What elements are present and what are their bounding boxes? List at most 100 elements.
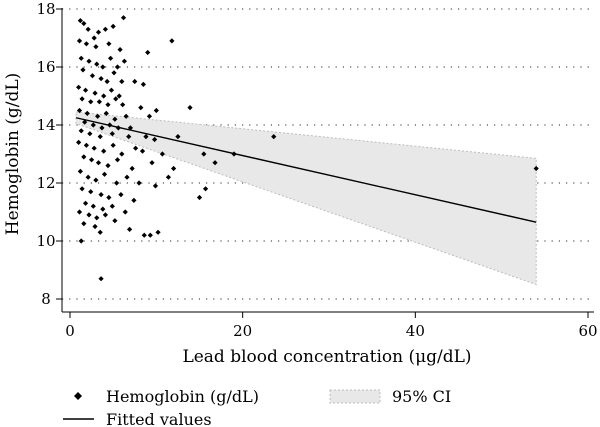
data-point bbox=[94, 215, 100, 221]
data-point bbox=[76, 38, 83, 44]
data-point bbox=[80, 67, 86, 73]
data-point bbox=[95, 160, 102, 166]
data-point bbox=[131, 197, 137, 203]
data-point bbox=[119, 151, 125, 157]
y-tick-label: 14 bbox=[36, 116, 55, 134]
data-point bbox=[110, 23, 116, 29]
data-point bbox=[122, 209, 128, 215]
y-tick-label: 10 bbox=[36, 232, 55, 250]
y-tick-label: 8 bbox=[41, 290, 51, 308]
data-point bbox=[175, 134, 181, 140]
x-tick-label: 60 bbox=[578, 322, 597, 340]
data-point bbox=[111, 70, 117, 76]
data-point bbox=[126, 134, 132, 140]
data-point bbox=[93, 44, 99, 50]
data-point bbox=[165, 174, 172, 180]
data-point bbox=[169, 38, 175, 44]
data-point bbox=[92, 223, 98, 230]
legend-swatch-ci bbox=[329, 389, 381, 404]
data-point bbox=[141, 232, 147, 238]
data-point bbox=[96, 99, 102, 105]
data-point bbox=[98, 276, 104, 282]
data-point bbox=[81, 221, 87, 227]
data-point bbox=[101, 171, 108, 177]
x-ticks: 0 20 40 60 bbox=[65, 312, 598, 340]
data-point bbox=[114, 64, 121, 70]
data-point bbox=[88, 99, 94, 105]
data-point bbox=[93, 177, 99, 183]
data-point bbox=[187, 105, 193, 111]
data-point bbox=[82, 87, 89, 93]
data-point bbox=[90, 203, 96, 209]
data-point bbox=[201, 151, 207, 157]
data-point bbox=[82, 200, 89, 206]
data-point bbox=[83, 142, 90, 148]
data-point bbox=[100, 206, 106, 212]
legend-label-fitted: Fitted values bbox=[106, 410, 212, 427]
data-point bbox=[119, 78, 125, 85]
legend: Hemoglobin (g/dL) Fitted values 95% CI bbox=[63, 387, 451, 427]
data-point bbox=[159, 151, 165, 157]
data-point bbox=[126, 226, 133, 232]
fitted-line bbox=[75, 117, 537, 223]
data-point bbox=[147, 232, 153, 238]
data-point bbox=[116, 93, 122, 99]
data-point bbox=[76, 84, 82, 90]
data-point bbox=[146, 113, 153, 119]
data-point bbox=[271, 134, 277, 140]
data-point bbox=[145, 49, 151, 56]
data-point bbox=[132, 78, 138, 85]
y-axis-title: Hemoglobin (g/dL) bbox=[3, 73, 23, 236]
data-point bbox=[106, 41, 112, 47]
data-point bbox=[123, 113, 129, 119]
data-point bbox=[76, 209, 83, 215]
y-tick-label: 18 bbox=[36, 0, 55, 18]
data-point bbox=[140, 81, 146, 87]
data-point bbox=[113, 96, 119, 102]
data-point bbox=[114, 157, 121, 163]
data-point bbox=[85, 174, 91, 180]
data-point bbox=[106, 194, 112, 201]
data-point bbox=[139, 148, 146, 154]
data-point bbox=[121, 58, 127, 64]
data-point bbox=[155, 229, 161, 235]
data-point bbox=[87, 131, 93, 137]
data-point bbox=[102, 212, 108, 218]
data-point bbox=[98, 76, 104, 82]
data-point bbox=[79, 186, 85, 192]
data-point bbox=[77, 168, 83, 174]
data-point bbox=[92, 90, 98, 96]
data-point bbox=[86, 58, 92, 64]
data-point bbox=[77, 18, 83, 24]
data-point bbox=[143, 134, 149, 140]
data-point bbox=[76, 107, 83, 114]
data-point bbox=[124, 174, 130, 180]
data-point bbox=[78, 128, 84, 134]
data-point bbox=[533, 165, 539, 172]
data-point bbox=[91, 145, 97, 151]
data-point bbox=[76, 139, 82, 145]
data-point bbox=[95, 113, 101, 119]
data-point bbox=[120, 15, 127, 21]
data-point bbox=[101, 93, 107, 99]
data-point bbox=[136, 180, 142, 186]
data-point bbox=[171, 165, 177, 172]
data-point bbox=[110, 142, 116, 148]
data-point bbox=[78, 238, 84, 244]
fitted-line-group bbox=[75, 117, 537, 223]
data-point bbox=[78, 55, 84, 61]
legend-label-hemoglobin: Hemoglobin (g/dL) bbox=[106, 387, 259, 406]
data-point bbox=[84, 110, 90, 116]
data-point bbox=[152, 136, 158, 143]
x-tick-label: 0 bbox=[65, 322, 75, 340]
data-point bbox=[85, 26, 91, 32]
data-point bbox=[83, 41, 90, 47]
data-point bbox=[107, 55, 114, 61]
data-point bbox=[196, 194, 203, 201]
data-point bbox=[100, 64, 106, 70]
data-point bbox=[79, 96, 85, 102]
data-point bbox=[109, 131, 115, 137]
data-point bbox=[114, 180, 120, 186]
data-point bbox=[95, 29, 102, 35]
